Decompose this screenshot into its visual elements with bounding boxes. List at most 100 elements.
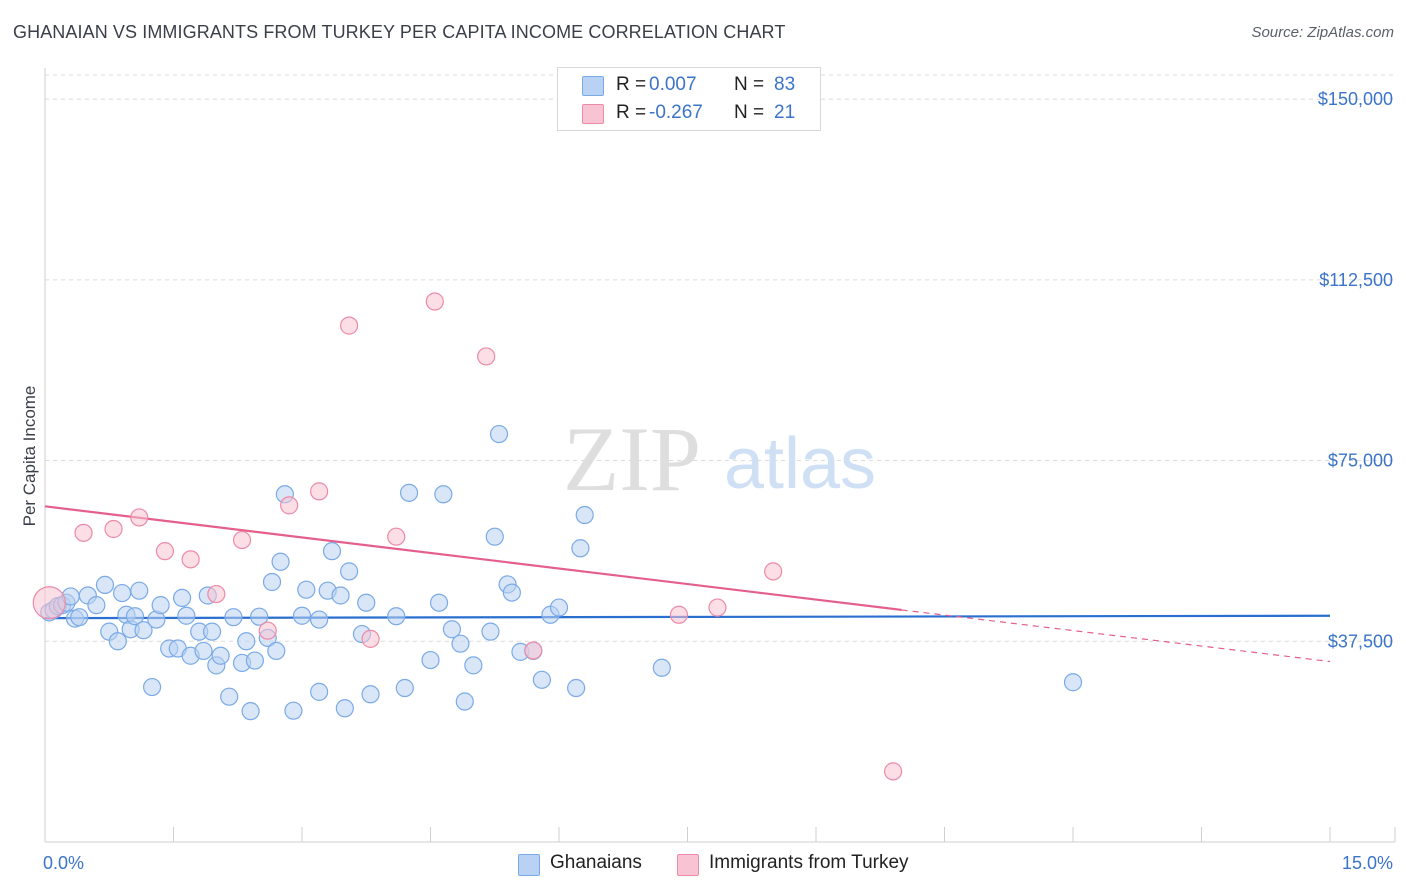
data-point xyxy=(70,608,89,627)
legend-r-value: -0.267 xyxy=(649,102,703,123)
data-point xyxy=(532,670,551,689)
data-point xyxy=(340,316,359,335)
data-point xyxy=(477,347,496,366)
data-point xyxy=(489,424,509,444)
data-point xyxy=(202,622,222,641)
watermark-zip: ZIP xyxy=(563,408,701,510)
data-point xyxy=(95,575,115,594)
data-point xyxy=(271,552,290,571)
legend-n-label: N = xyxy=(734,102,765,123)
data-point xyxy=(207,584,226,604)
data-point xyxy=(451,634,470,653)
watermark-atlas: atlas xyxy=(724,424,876,504)
watermark: ZIP atlas xyxy=(563,408,876,510)
legend-r-value: 0.007 xyxy=(649,74,697,95)
trend-line-turkey xyxy=(44,505,902,612)
data-point xyxy=(455,692,474,711)
y-tick-label: $37,500 xyxy=(1328,631,1393,651)
data-point xyxy=(125,607,145,626)
data-point xyxy=(87,596,106,615)
x-tick-labels: 0.0% 15.0% xyxy=(43,853,1393,873)
data-point xyxy=(331,586,350,605)
y-tick-labels: $37,500 $75,000 $112,500 $150,000 xyxy=(1318,89,1393,651)
data-point xyxy=(652,658,671,677)
data-point xyxy=(172,588,192,608)
data-point xyxy=(280,496,299,515)
data-point xyxy=(258,621,277,640)
legend-swatch-turkey xyxy=(582,104,604,124)
data-point xyxy=(434,485,453,504)
data-point xyxy=(297,580,316,599)
data-point xyxy=(361,629,380,648)
data-point xyxy=(464,656,483,675)
data-point xyxy=(250,607,269,626)
data-point xyxy=(142,677,162,697)
data-point xyxy=(361,685,380,704)
axes xyxy=(44,68,1396,843)
source-label: Source: ZipAtlas.com xyxy=(1251,24,1394,41)
data-point xyxy=(395,678,414,698)
data-point xyxy=(429,593,449,612)
data-point xyxy=(262,572,282,592)
bottom-legend-label-ghanaians: Ghanaians xyxy=(550,852,642,873)
x-tick-label-min: 0.0% xyxy=(43,853,84,873)
legend-n-label: N = xyxy=(734,74,765,95)
data-point xyxy=(669,605,689,624)
data-point xyxy=(340,562,359,581)
data-point xyxy=(134,621,153,640)
series-turkey xyxy=(32,292,903,781)
data-point xyxy=(232,530,252,550)
data-point xyxy=(310,682,329,701)
y-tick-label: $150,000 xyxy=(1318,89,1393,109)
data-point xyxy=(549,598,569,617)
y-tick-label: $75,000 xyxy=(1328,451,1393,471)
data-point xyxy=(335,699,354,718)
data-point xyxy=(310,482,329,501)
chart-title: GHANAIAN VS IMMIGRANTS FROM TURKEY PER C… xyxy=(13,22,786,42)
data-point xyxy=(267,641,286,661)
data-point xyxy=(310,610,329,629)
correlation-legend: R = 0.007 N = 83 R = -0.267 N = 21 xyxy=(557,67,821,131)
data-point xyxy=(194,641,213,661)
data-point xyxy=(485,527,504,546)
legend-r-label: R = xyxy=(616,102,647,123)
data-point xyxy=(245,651,264,670)
data-point xyxy=(155,542,175,561)
data-point xyxy=(108,632,127,651)
data-point xyxy=(224,608,243,627)
grid-lines xyxy=(45,74,1395,642)
legend-n-value: 83 xyxy=(774,74,796,95)
bottom-legend-swatch-turkey xyxy=(677,854,699,876)
data-point xyxy=(104,519,123,539)
data-point xyxy=(220,687,239,706)
data-point xyxy=(1063,673,1083,692)
data-point xyxy=(421,650,440,670)
bottom-legend-swatch-ghanaians xyxy=(518,854,540,876)
data-point xyxy=(502,583,521,602)
data-point xyxy=(211,646,230,665)
data-point xyxy=(237,632,256,651)
data-point xyxy=(177,606,196,625)
y-axis-label: Per Capita Income xyxy=(20,385,39,527)
data-point xyxy=(883,762,903,781)
data-point xyxy=(481,622,500,641)
data-point xyxy=(112,583,132,603)
data-point xyxy=(32,586,66,620)
legend-r-label: R = xyxy=(616,74,647,95)
series-ghanaians xyxy=(40,424,1083,721)
data-point xyxy=(575,505,594,525)
data-point xyxy=(130,508,149,527)
data-point xyxy=(292,606,312,625)
legend-swatch-ghanaians xyxy=(582,76,604,96)
data-point xyxy=(442,620,462,639)
data-point xyxy=(571,539,590,558)
data-point xyxy=(357,593,376,612)
data-point xyxy=(764,562,783,581)
data-point xyxy=(708,598,727,617)
data-point xyxy=(74,523,93,542)
trend-line-turkey-extrapolated xyxy=(901,609,1331,663)
data-point xyxy=(567,678,586,698)
data-point xyxy=(524,641,543,660)
data-point xyxy=(151,596,170,615)
